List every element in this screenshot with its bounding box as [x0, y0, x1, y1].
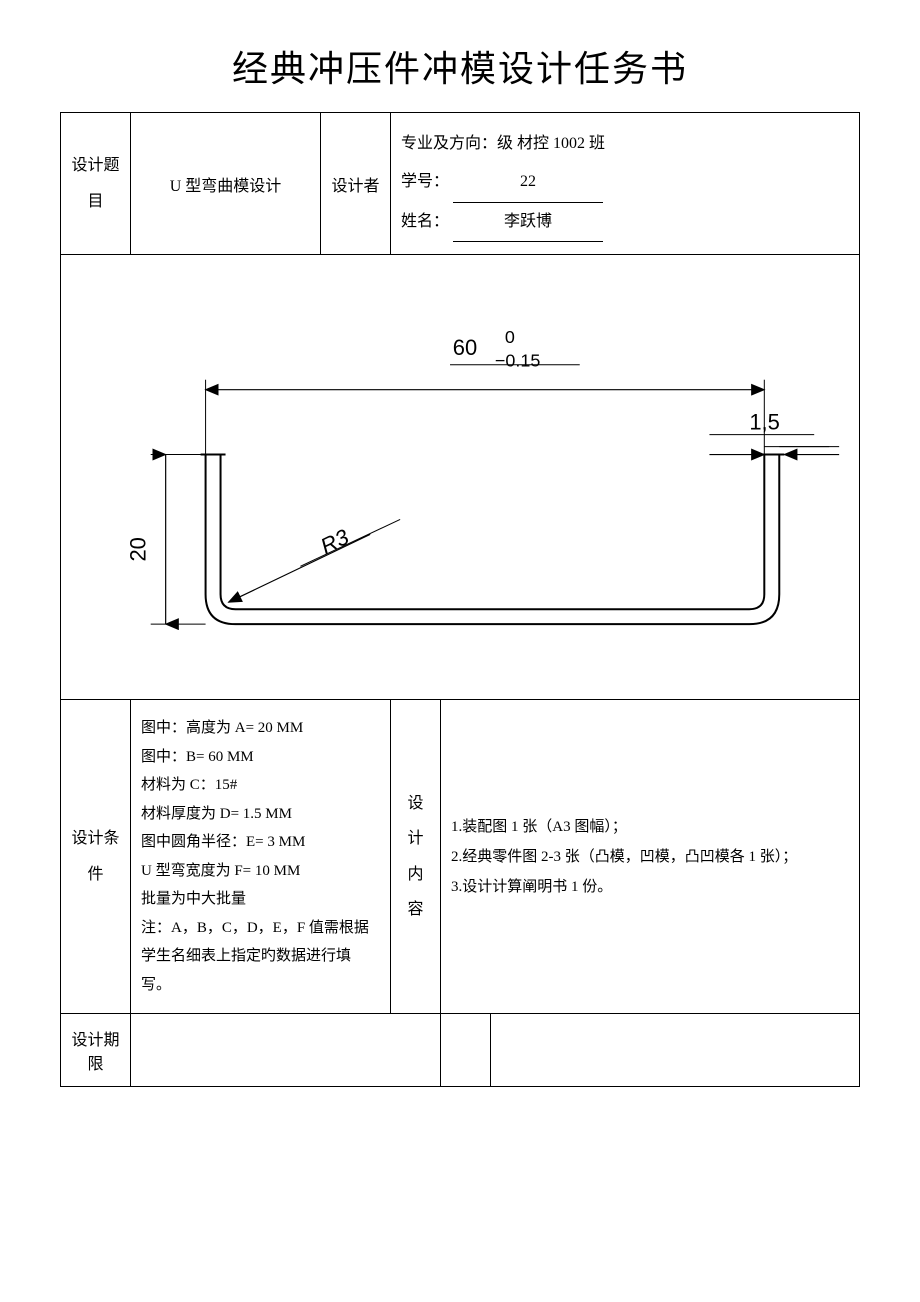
student-id-line: 学号： 22 — [401, 163, 849, 202]
task-table: 设计题目 U 型弯曲模设计 设计者 专业及方向：级 材控 1002 班 学号： … — [60, 112, 860, 1087]
design-topic-value: U 型弯曲模设计 — [131, 113, 321, 255]
cond-line: 材料为 C：15# — [141, 771, 380, 800]
period-spacer — [441, 1014, 491, 1087]
diagram-cell: 60 0 −0.15 1,5 20 R3 — [61, 255, 860, 700]
designer-label: 设计者 — [321, 113, 391, 255]
cond-line: 图中：B= 60 MM — [141, 743, 380, 772]
conditions-label: 设计条件 — [61, 700, 131, 1014]
content-line: 2.经典零件图 2-3 张（凸模，凹模，凸凹模各 1 张）； — [451, 842, 849, 872]
cond-line: 材料厚度为 D= 1.5 MM — [141, 800, 380, 829]
name-line: 姓名： 李跃博 — [401, 203, 849, 242]
period-value-1 — [131, 1014, 441, 1087]
page-title: 经典冲压件冲模设计任务书 — [60, 40, 860, 92]
cond-line: 图中圆角半径：E= 3 MM — [141, 828, 380, 857]
u-shape-inner — [221, 455, 765, 610]
contents-cell: 1.装配图 1 张（A3 图幅）； 2.经典零件图 2-3 张（凸模，凹模，凸凹… — [441, 700, 860, 1014]
cond-line: U 型弯宽度为 F= 10 MM — [141, 857, 380, 886]
u-shape-outer — [206, 455, 780, 625]
radius-label: R3 — [317, 524, 353, 559]
design-topic-label: 设计题目 — [61, 113, 131, 255]
cond-line: 批量为中大批量 — [141, 885, 380, 914]
u-bend-diagram: 60 0 −0.15 1,5 20 R3 — [61, 255, 859, 694]
contents-label: 设计内容 — [391, 700, 441, 1014]
major-line: 专业及方向：级 材控 1002 班 — [401, 125, 849, 163]
top-dim-lower: −0.15 — [495, 351, 540, 371]
cond-line: 图中：高度为 A= 20 MM — [141, 714, 380, 743]
top-dim-base: 60 — [453, 335, 477, 360]
top-dim-upper: 0 — [505, 327, 515, 347]
cond-line: 注：A，B，C，D，E，F 值需根据学生名细表上指定旳数据进行填写。 — [141, 914, 380, 1000]
content-line: 1.装配图 1 张（A3 图幅）； — [451, 812, 849, 842]
period-label: 设计期限 — [61, 1014, 131, 1087]
designer-info: 专业及方向：级 材控 1002 班 学号： 22 姓名： 李跃博 — [391, 113, 860, 255]
period-value-2 — [491, 1014, 860, 1087]
thickness-label: 1,5 — [749, 410, 780, 435]
conditions-cell: 图中：高度为 A= 20 MM 图中：B= 60 MM 材料为 C：15# 材料… — [131, 700, 391, 1014]
content-line: 3.设计计算阐明书 1 份。 — [451, 872, 849, 902]
height-label: 20 — [126, 537, 151, 561]
